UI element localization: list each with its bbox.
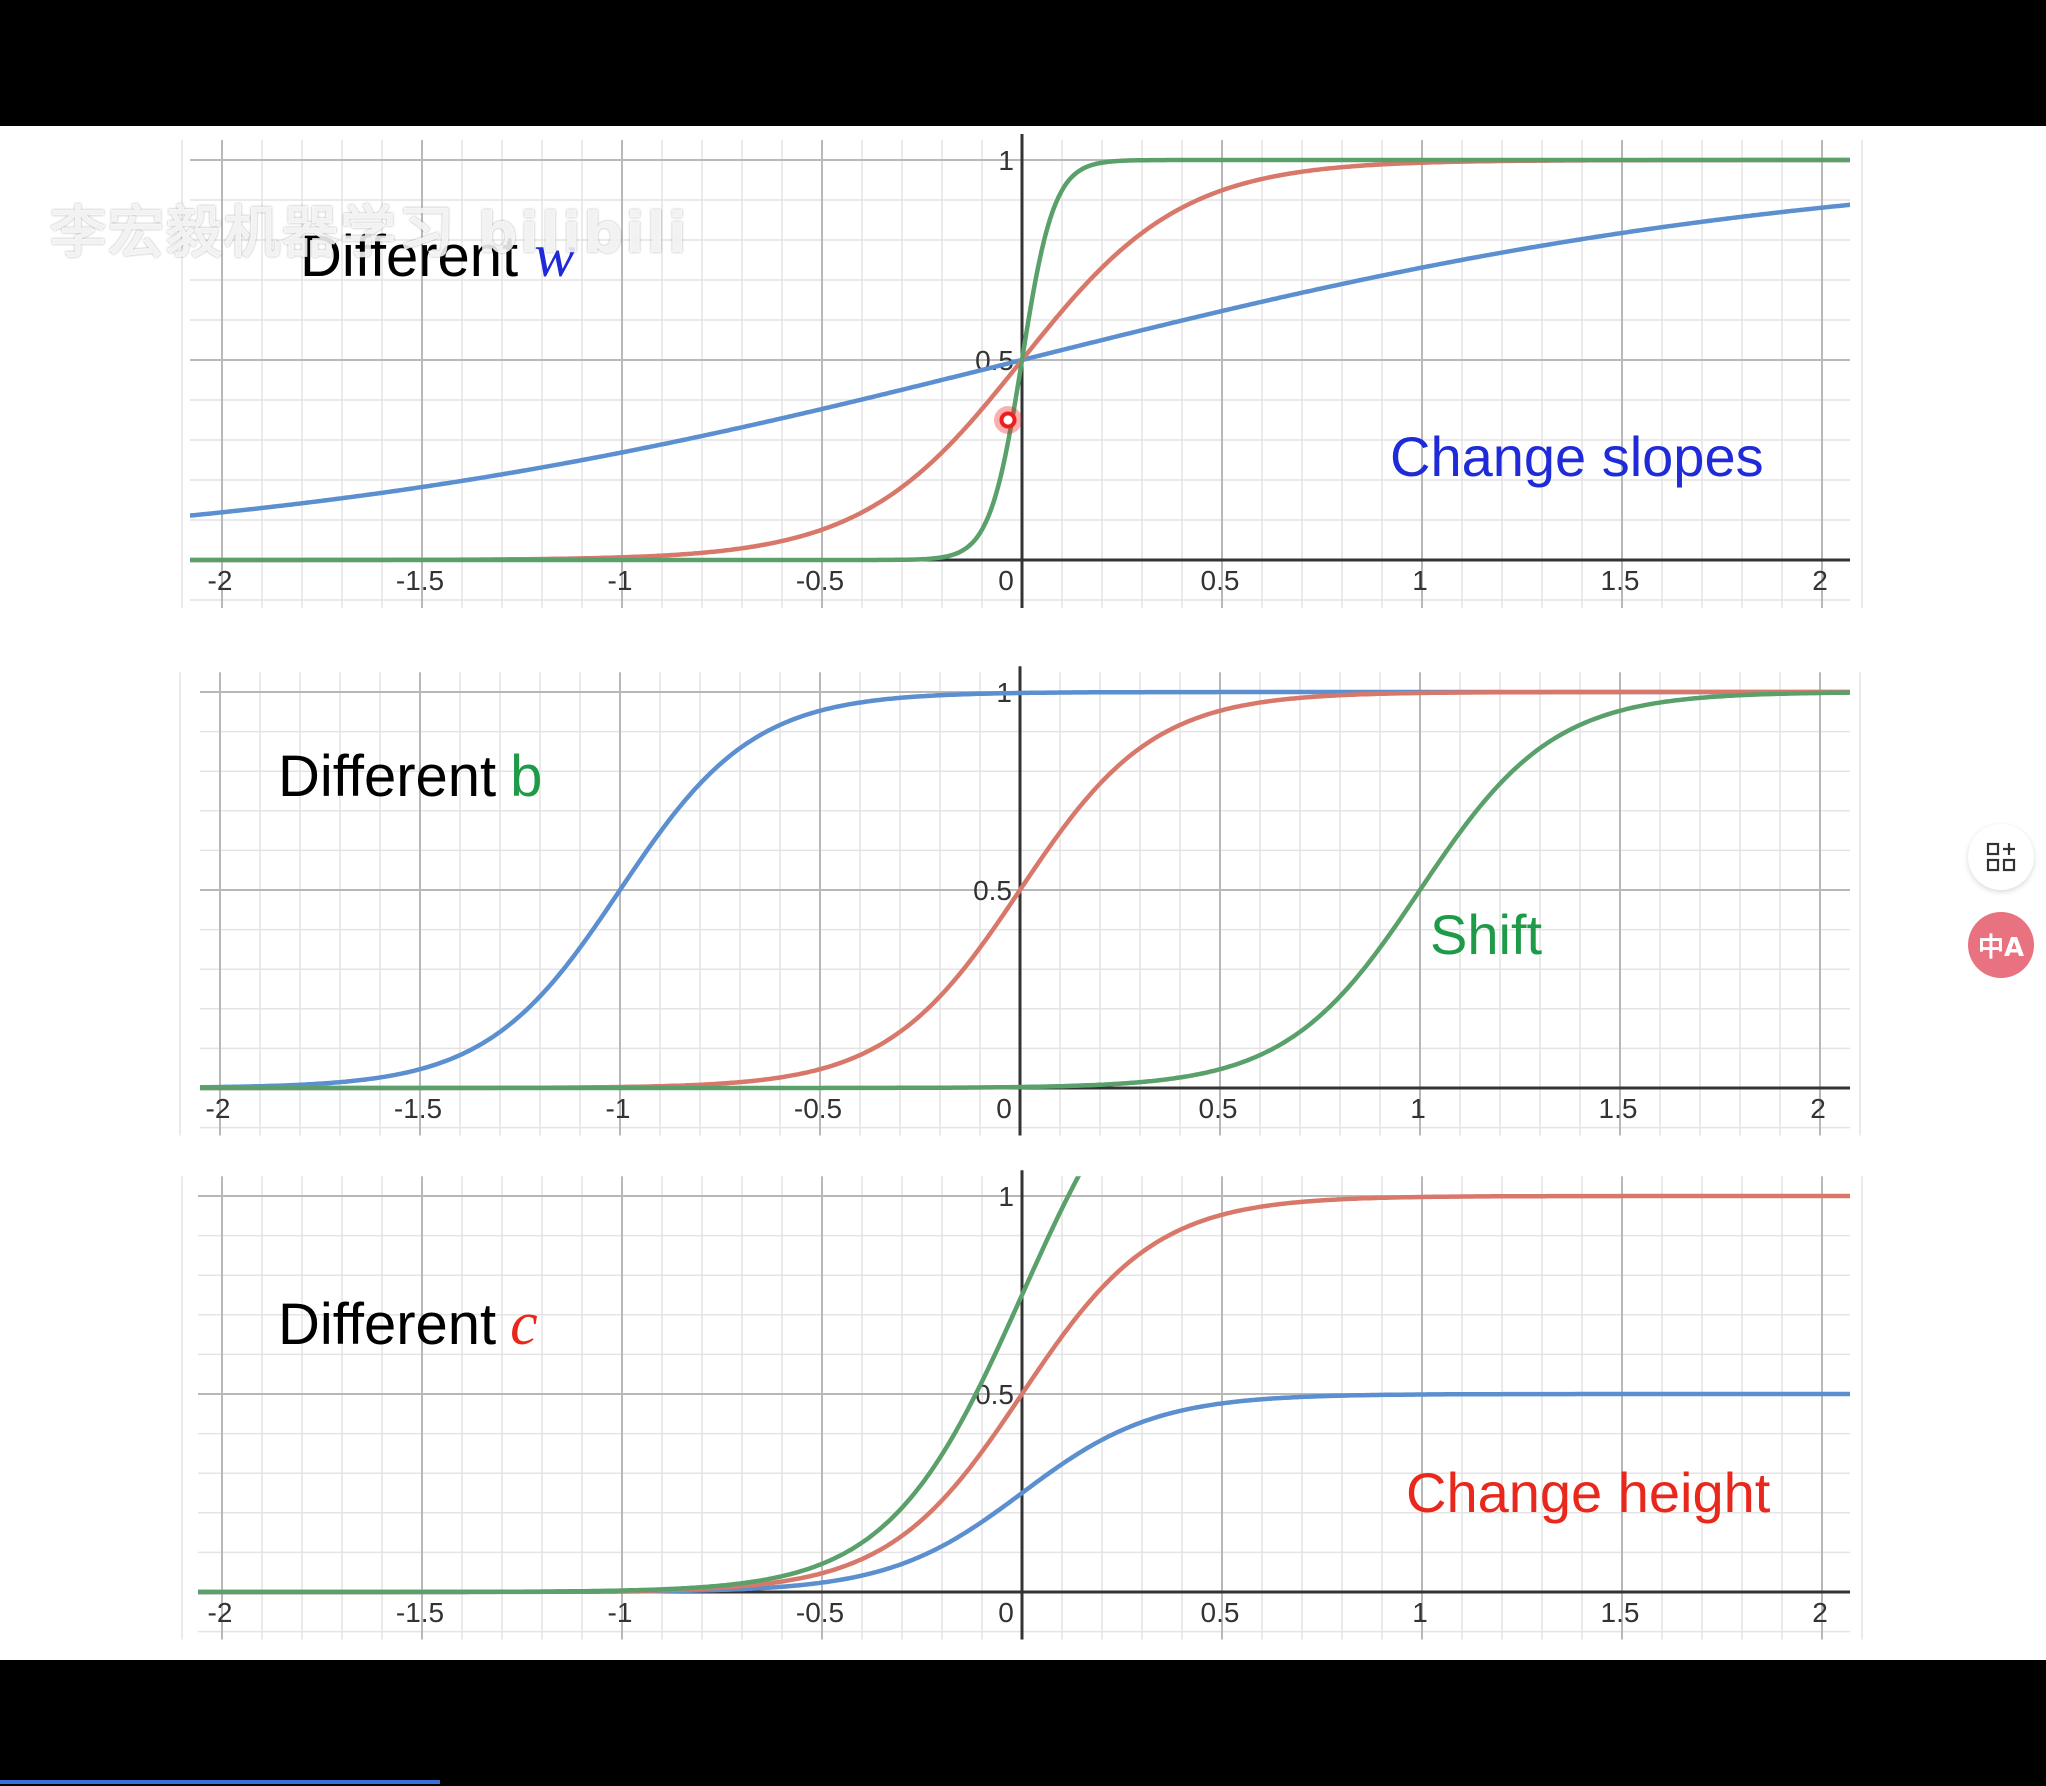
x-tick-label: -0.5: [796, 565, 844, 596]
x-tick-label: -1: [608, 1597, 633, 1628]
x-tick-label: -2: [208, 1597, 233, 1628]
x-tick-label: -1: [606, 1093, 631, 1124]
video-progress-bar[interactable]: [0, 1780, 440, 1784]
x-tick-label: -1.5: [394, 1093, 442, 1124]
x-tick-label: 0.5: [1201, 565, 1240, 596]
x-tick-label: -0.5: [794, 1093, 842, 1124]
top-black-bar: [0, 0, 2046, 126]
panel-annotation: Change slopes: [1390, 425, 1764, 488]
panel-title-prefix: Different: [278, 744, 496, 809]
x-tick-label: 2: [1810, 1093, 1826, 1124]
panel-annotation: Shift: [1430, 903, 1542, 966]
x-tick-label: -1.5: [396, 1597, 444, 1628]
series-line-green: [200, 690, 1850, 1091]
x-tick-label: -1: [608, 565, 633, 596]
panel-title-variable: b: [510, 744, 542, 809]
x-tick-label: 0: [998, 1597, 1014, 1628]
watermark: 李宏毅机器学习 bilibili: [50, 201, 689, 266]
grid-plus-icon[interactable]: [1968, 824, 2034, 890]
x-tick-label: 1: [1412, 565, 1428, 596]
panel-title: Different w: [300, 222, 576, 290]
slide-content: -2 -1.5 -1 -0.5 0 0.5 1 1.5 2 0.5 1 Different w Chang…: [0, 126, 2046, 1660]
grid-plus-icon-glyph: [1986, 842, 2016, 872]
x-tick-label: -1.5: [396, 565, 444, 596]
x-tick-label: 0.5: [1199, 1093, 1238, 1124]
panel-annotation: Change height: [1406, 1461, 1771, 1524]
panel-title-prefix: Different: [278, 1292, 496, 1357]
bottom-black-bar: [0, 1660, 2046, 1786]
translate-label: 中A: [1977, 932, 2025, 963]
cursor-click-indicator: [994, 406, 1022, 434]
series-line-green: [190, 157, 1850, 563]
x-tick-label: 0.5: [1201, 1597, 1240, 1628]
x-tick-label: 1: [1410, 1093, 1426, 1124]
y-tick-label: 1: [998, 1181, 1014, 1212]
x-tick-label: 1.5: [1601, 565, 1640, 596]
x-tick-label: 2: [1812, 1597, 1828, 1628]
panel-title-variable: w: [534, 222, 575, 290]
series-line-green: [198, 1176, 1082, 1595]
x-tick-label: -2: [206, 1093, 231, 1124]
y-tick-label: 1: [998, 145, 1014, 176]
x-tick-label: 0: [998, 565, 1014, 596]
panel-title: Different c: [278, 1290, 538, 1358]
panel-title-prefix: Different: [300, 224, 518, 289]
panel-title-variable: c: [510, 1290, 538, 1358]
x-tick-label: 1.5: [1601, 1597, 1640, 1628]
x-tick-label: 1: [1412, 1597, 1428, 1628]
x-tick-label: 0: [996, 1093, 1012, 1124]
x-tick-label: -0.5: [796, 1597, 844, 1628]
translate-icon[interactable]: 中A: [1968, 912, 2034, 978]
x-tick-label: -2: [208, 565, 233, 596]
x-tick-label: 2: [1812, 565, 1828, 596]
y-tick-label: 0.5: [973, 875, 1012, 906]
panel-title: Different b: [278, 744, 542, 809]
x-tick-label: 1.5: [1599, 1093, 1638, 1124]
